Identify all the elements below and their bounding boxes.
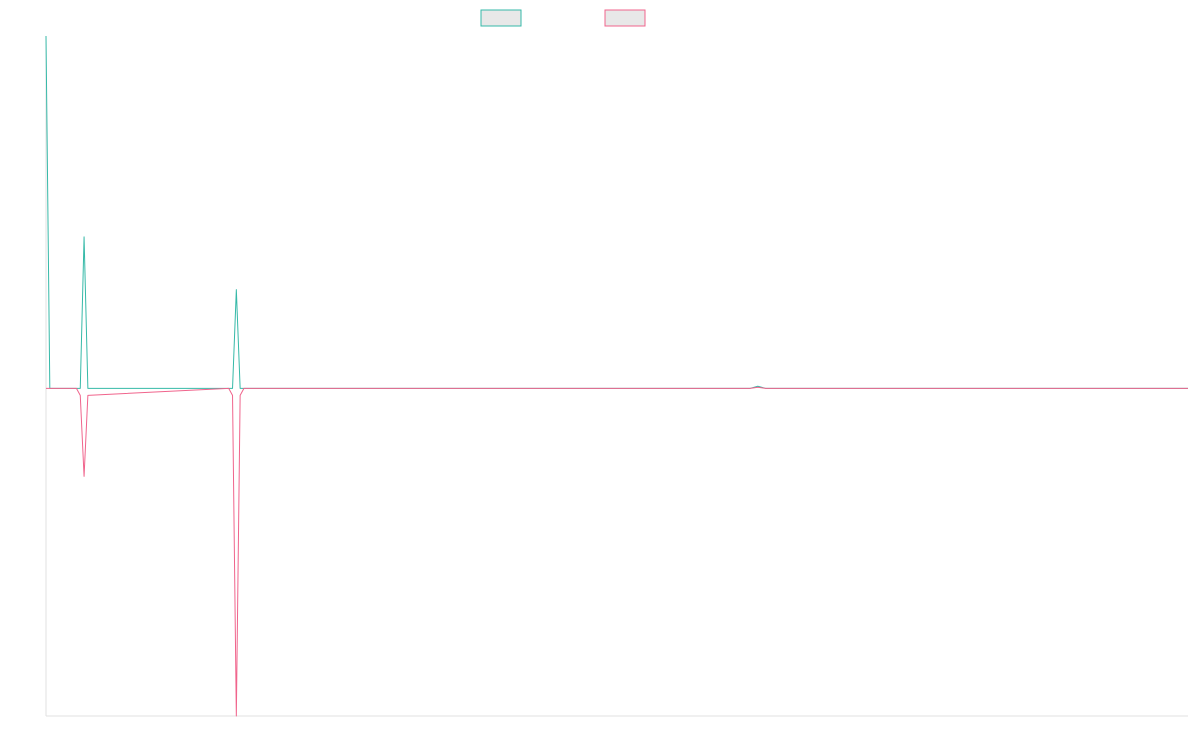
line-series [45, 35, 1188, 389]
legend-swatch [480, 9, 522, 27]
legend-swatch [604, 9, 646, 27]
line-series [46, 386, 1188, 717]
